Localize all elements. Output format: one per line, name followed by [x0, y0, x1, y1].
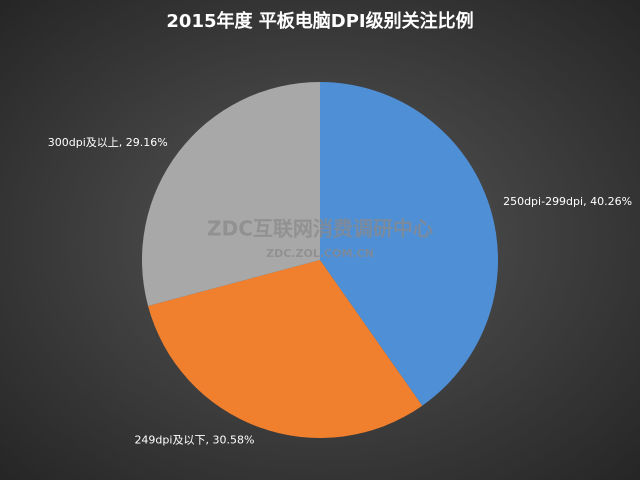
pie-slice: [320, 82, 499, 406]
watermark: ZDC互联网消费调研中心: [207, 217, 433, 241]
data-label: 300dpi及以上, 29.16%: [48, 136, 168, 149]
data-label: 249dpi及以下, 30.58%: [134, 433, 254, 446]
chart-title: 2015年度 平板电脑DPI级别关注比例: [166, 10, 473, 32]
pie-slice: [141, 82, 320, 306]
watermark-url: ZDC.ZOL.COM.CN: [266, 247, 374, 260]
data-label: 250dpi-299dpi, 40.26%: [503, 195, 632, 208]
pie-slice: [148, 260, 423, 438]
pie: [141, 82, 499, 438]
